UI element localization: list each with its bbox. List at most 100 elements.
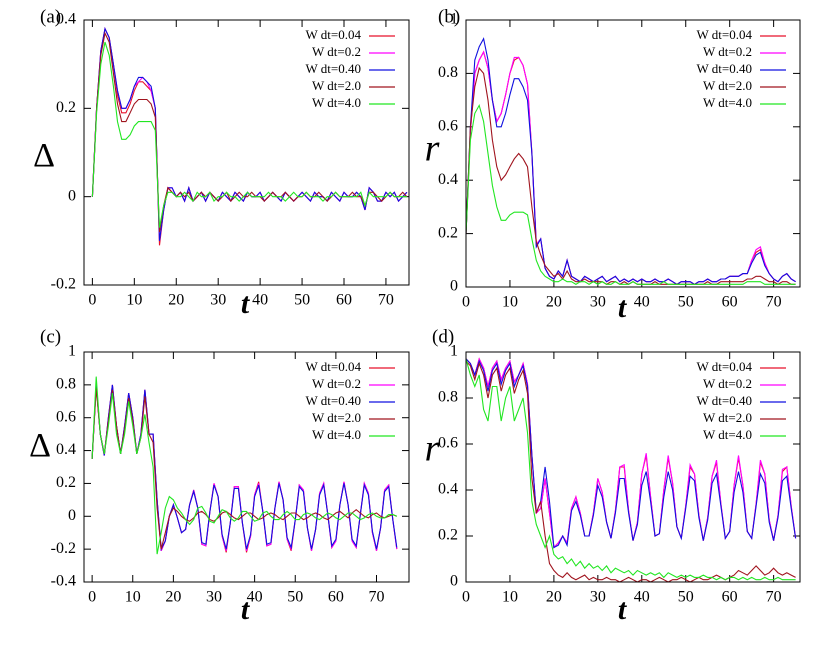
legend-text: W dt=0.40 <box>697 393 752 408</box>
legend-text: W dt=0.2 <box>312 376 361 391</box>
y-axis-label: r <box>425 428 440 470</box>
x-tick-label: 40 <box>634 589 650 606</box>
x-tick-label: 30 <box>210 292 226 309</box>
legend-text: W dt=4.0 <box>312 95 361 110</box>
series-line <box>466 358 797 549</box>
panel: (b) r t 0 10 20 30 40 50 60 70 0 0.2 0.4 0.6 0.8 1 W dt=0… <box>425 6 801 324</box>
x-tick-label: 60 <box>722 589 738 606</box>
x-tick-label: 20 <box>546 589 562 606</box>
panel: (a) Δt 0 10 20 30 40 50 60 70 -0.2 0 0.2 0.4 W dt=0.04… <box>33 6 410 320</box>
x-tick-label: 50 <box>287 589 303 606</box>
plot-frame <box>83 351 410 583</box>
x-tick-label: 0 <box>88 292 96 309</box>
series-line <box>466 103 796 285</box>
x-tick-label: 20 <box>546 294 562 311</box>
series-line <box>466 360 796 582</box>
legend-text: W dt=4.0 <box>703 95 752 110</box>
y-tick-label: 0.6 <box>56 408 76 425</box>
x-tick-label: 50 <box>678 589 694 606</box>
legend-text: W dt=4.0 <box>703 427 752 442</box>
x-tick-label: 40 <box>247 589 263 606</box>
x-tick-label: 30 <box>206 589 222 606</box>
y-tick-label: 0 <box>68 187 76 204</box>
y-tick-label: 0.8 <box>438 64 458 81</box>
y-tick-label: -0.4 <box>51 573 76 590</box>
panel-label: (a) <box>40 6 61 27</box>
y-tick-label: 0.6 <box>438 117 458 134</box>
x-tick-label: 60 <box>336 292 352 309</box>
y-tick-label: 0.4 <box>56 441 76 458</box>
legend-text: W dt=0.04 <box>306 27 362 42</box>
series-line <box>466 37 796 285</box>
y-tick-label: 0.4 <box>56 11 76 28</box>
y-tick-label: 0.4 <box>438 171 458 188</box>
legend-text: W dt=0.40 <box>697 61 752 76</box>
y-tick-label: 0.2 <box>438 224 458 241</box>
x-tick-label: 70 <box>766 589 782 606</box>
plot-frame <box>83 19 410 286</box>
panel: (c) Δt 0 10 20 30 40 50 60 70 -0.4 -0.2 0 0.2 0.4 0.6 0.… <box>29 326 410 626</box>
y-tick-label: 1 <box>68 343 76 360</box>
series-line <box>91 41 407 228</box>
x-tick-label: 60 <box>328 589 344 606</box>
x-tick-label: 20 <box>168 292 184 309</box>
y-tick-label: 0 <box>68 507 76 524</box>
panel: (d) r t 0 10 20 30 40 50 60 70 0 0.2 0.4 0.6 0.8 1 W dt=0… <box>425 326 801 626</box>
x-tick-label: 10 <box>502 589 518 606</box>
y-tick-label: 0.8 <box>438 389 458 406</box>
x-tick-label: 70 <box>766 294 782 311</box>
legend-text: W dt=0.2 <box>312 44 361 59</box>
plot-frame <box>465 19 801 288</box>
legend-text: W dt=2.0 <box>703 78 752 93</box>
x-tick-label: 10 <box>125 589 141 606</box>
panel-label: (c) <box>40 326 61 347</box>
legend-text: W dt=0.2 <box>703 44 752 59</box>
x-tick-label: 70 <box>369 589 385 606</box>
legend-text: W dt=2.0 <box>312 78 361 93</box>
series-line <box>91 388 398 550</box>
x-tick-label: 50 <box>294 292 310 309</box>
x-tick-label: 0 <box>462 589 470 606</box>
x-tick-label: 30 <box>590 294 606 311</box>
y-tick-label: 0.8 <box>56 376 76 393</box>
legend-text: W dt=0.40 <box>306 61 361 76</box>
y-axis-label: r <box>425 128 440 170</box>
y-tick-label: -0.2 <box>51 540 76 557</box>
x-tick-label: 40 <box>634 294 650 311</box>
y-tick-label: 1 <box>450 343 458 360</box>
panel-label: (d) <box>432 326 454 347</box>
x-tick-label: 70 <box>378 292 394 309</box>
x-axis-label: t <box>241 287 251 320</box>
legend-text: W dt=4.0 <box>312 427 361 442</box>
legend-text: W dt=0.04 <box>697 359 753 374</box>
x-tick-label: 40 <box>252 292 268 309</box>
x-tick-label: 60 <box>722 294 738 311</box>
y-tick-label: -0.2 <box>51 276 76 293</box>
x-tick-label: 50 <box>678 294 694 311</box>
legend-text: W dt=0.04 <box>306 359 362 374</box>
legend-text: W dt=2.0 <box>312 410 361 425</box>
y-tick-label: 0.4 <box>438 481 458 498</box>
legend-text: W dt=0.2 <box>703 376 752 391</box>
x-tick-label: 10 <box>502 294 518 311</box>
legend-text: W dt=0.04 <box>697 27 753 42</box>
y-axis-label: Δ <box>29 427 51 464</box>
series-line <box>466 358 796 581</box>
y-tick-label: 0 <box>450 278 458 295</box>
y-tick-label: 0.2 <box>56 474 76 491</box>
plot-frame <box>465 351 801 583</box>
y-tick-label: 0 <box>450 573 458 590</box>
x-axis-label: t <box>618 593 628 626</box>
legend-text: W dt=2.0 <box>703 410 752 425</box>
y-tick-label: 1 <box>450 11 458 28</box>
x-tick-label: 0 <box>462 294 470 311</box>
x-tick-label: 10 <box>126 292 142 309</box>
x-axis-label: t <box>618 291 628 324</box>
x-axis-label: t <box>241 593 251 626</box>
series-line <box>91 376 398 555</box>
x-tick-label: 30 <box>590 589 606 606</box>
panel-label: (b) <box>438 6 460 27</box>
x-tick-label: 0 <box>88 589 96 606</box>
y-axis-label: Δ <box>33 137 55 174</box>
